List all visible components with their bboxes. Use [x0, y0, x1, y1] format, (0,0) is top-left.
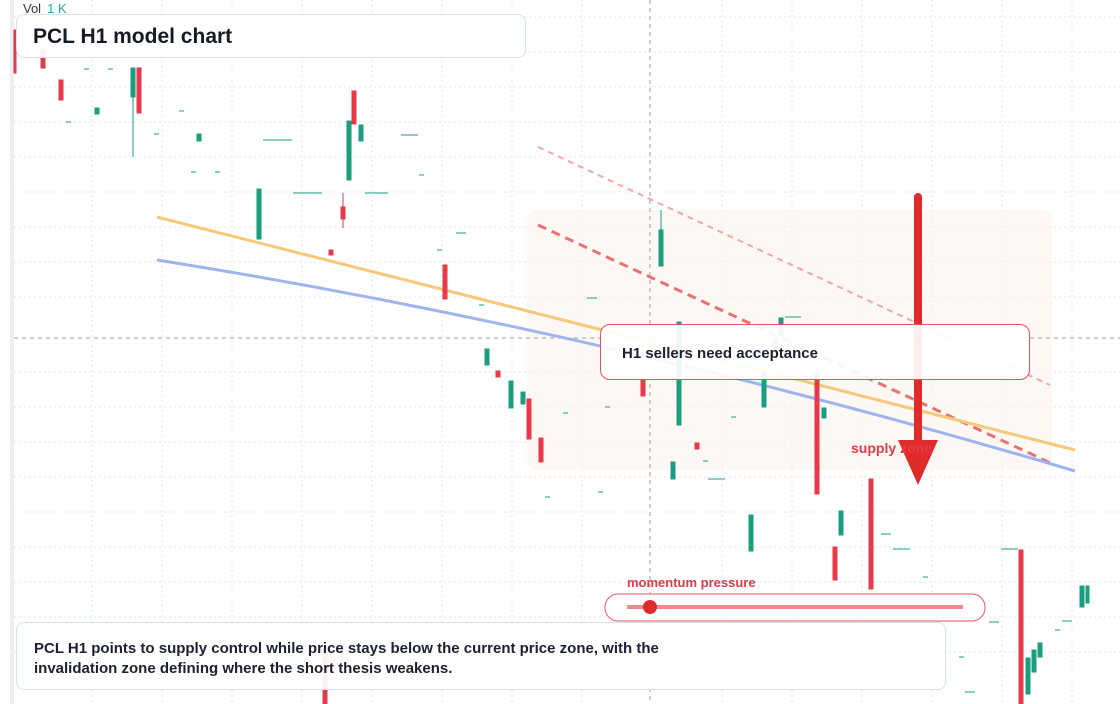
volume-legend: Vol 1 K	[23, 1, 67, 16]
volume-value: 1 K	[47, 1, 67, 16]
momentum-label: momentum pressure	[627, 575, 756, 590]
chart-title: PCL H1 model chart	[33, 25, 233, 48]
callout-text: H1 sellers need acceptance	[622, 345, 818, 362]
callout-box: H1 sellers need acceptance	[600, 324, 1030, 380]
supply-label: supply zone	[851, 440, 932, 456]
channel-lower	[537, 223, 1056, 467]
arrow-head	[898, 440, 938, 485]
volume-label: Vol	[23, 1, 42, 16]
caption-box: PCL H1 points to supply control while pr…	[16, 622, 946, 690]
left-border	[10, 0, 14, 704]
title-box: PCL H1 model chart	[16, 14, 526, 58]
caption-text: PCL H1 points to supply control while pr…	[34, 640, 659, 677]
momentum-handle	[643, 600, 657, 614]
